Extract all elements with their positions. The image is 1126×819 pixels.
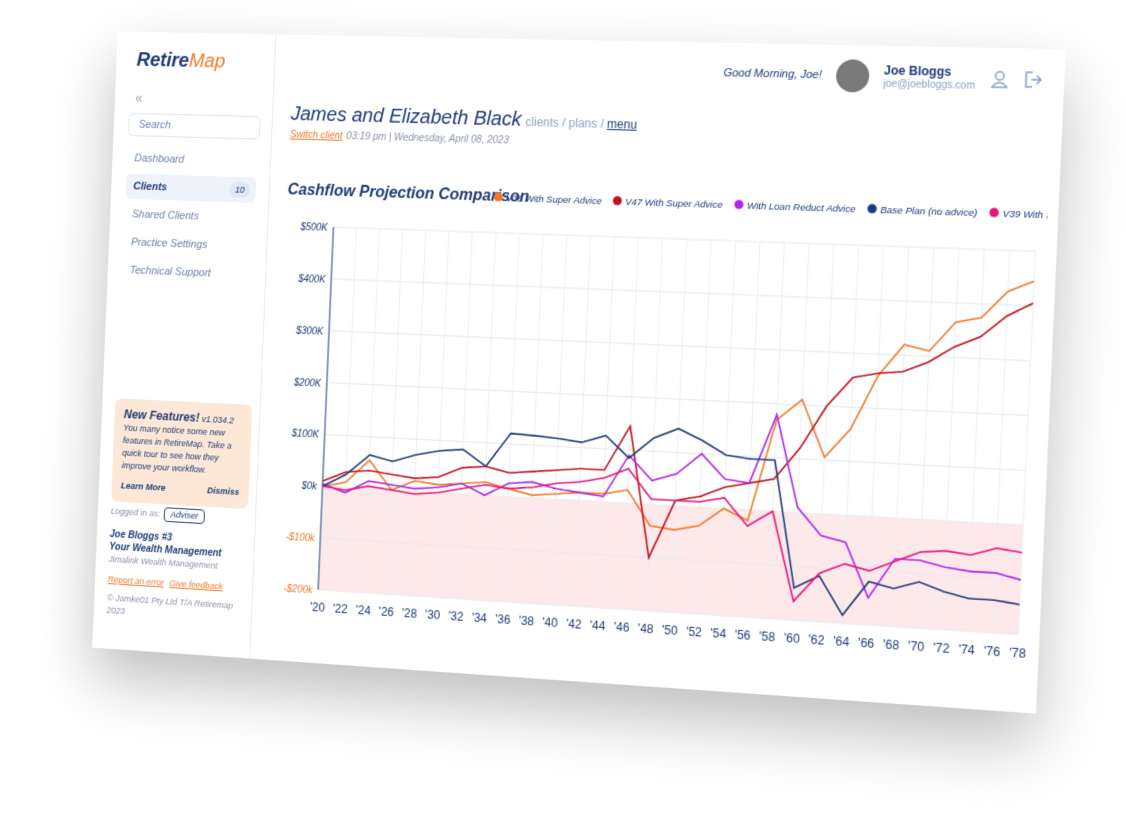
logout-icon[interactable]	[1024, 70, 1044, 89]
greeting: Good Morning, Joe!	[723, 67, 823, 82]
breadcrumb-link[interactable]: menu	[606, 116, 638, 132]
nav-item[interactable]: Shared Clients	[131, 208, 199, 223]
main: James and Elizabeth Black clients / plan…	[283, 103, 1052, 661]
legend-label: V47 With Super Advice	[625, 197, 723, 210]
x-tick-label: '68	[883, 638, 900, 653]
logo[interactable]: RetireMap	[136, 49, 225, 73]
y-tick-label: $400K	[297, 274, 326, 286]
grid-line	[327, 383, 1028, 416]
x-tick-label: '74	[958, 643, 976, 658]
negative-zone	[318, 486, 1024, 635]
report-link[interactable]: Report an error	[107, 574, 165, 588]
nav-item[interactable]: Clients 10	[125, 173, 257, 203]
legend-dot	[867, 203, 877, 214]
chart: Cashflow Projection Comparison V38 With …	[283, 181, 1048, 661]
x-tick-label: '32	[448, 610, 464, 624]
logo-primary: Retire	[136, 49, 190, 72]
timestamp: 03:19 pm | Wednesday, April 08, 2023	[346, 131, 510, 147]
nav-item[interactable]: Technical Support	[129, 264, 212, 280]
x-tick-label: '46	[614, 620, 630, 634]
chart-title: Cashflow Projection Comparison	[287, 181, 529, 206]
copyright: © Jamke01 Pty Ltd T/A Retiremap 2023	[106, 592, 234, 617]
features-card: New Features! v1.034.2 You many notice s…	[111, 398, 253, 510]
y-tick-label: $300K	[295, 325, 324, 337]
breadcrumb-path[interactable]: clients / plans /	[525, 114, 605, 131]
y-tick-label: $200K	[293, 377, 322, 389]
logo-secondary: Map	[188, 50, 226, 73]
x-tick-label: '64	[833, 635, 850, 650]
x-tick-label: '62	[808, 633, 825, 648]
features-version: v1.034.2	[201, 414, 235, 426]
learn-more[interactable]: Learn More	[120, 480, 166, 493]
legend-dot	[989, 207, 1000, 218]
grid-line	[333, 227, 1035, 251]
y-tick-label: $500K	[299, 222, 328, 234]
feedback-link[interactable]: Give feedback	[169, 578, 224, 592]
x-tick-label: '66	[858, 636, 875, 651]
top-bar: Good Morning, Joe! Joe Bloggs joe@joeblog…	[723, 57, 1044, 97]
x-tick-label: '72	[933, 641, 950, 656]
grid-line	[329, 331, 1030, 361]
legend-dot	[734, 199, 744, 210]
x-tick-label: '40	[542, 616, 558, 630]
x-tick-label: '34	[471, 611, 487, 625]
app-window: RetireMap « Search Dashboard Clients 10 S…	[92, 31, 1066, 714]
avatar[interactable]	[835, 59, 870, 93]
x-tick-label: '60	[783, 632, 800, 647]
x-tick-label: '38	[518, 614, 534, 628]
legend-dot	[493, 192, 503, 202]
x-tick-label: '24	[355, 604, 371, 618]
x-grid-line	[550, 234, 567, 606]
y-tick-label: $0k	[300, 481, 318, 493]
collapse-button[interactable]: «	[134, 89, 143, 106]
role-badge[interactable]: Adviser	[163, 507, 206, 525]
x-tick-label: '30	[425, 608, 441, 622]
x-tick-label: '50	[662, 624, 679, 638]
logged-in-label: Logged in as:	[110, 506, 161, 519]
client-name: James and Elizabeth Black	[290, 103, 522, 131]
legend-dot	[612, 195, 623, 206]
y-tick-label: -$200k	[283, 583, 313, 596]
user: Joe Bloggs joe@joebloggs.com	[883, 63, 976, 92]
x-tick-label: '42	[566, 617, 582, 631]
x-tick-label: '48	[638, 622, 654, 636]
nav-label: Clients	[133, 180, 168, 194]
x-tick-label: '76	[983, 645, 1000, 660]
account-info: Logged in as: Adviser Joe Bloggs #3 Your …	[106, 504, 249, 626]
dismiss[interactable]: Dismiss	[206, 485, 240, 497]
x-tick-label: '22	[333, 602, 348, 616]
user-name: Joe Bloggs	[883, 63, 952, 79]
x-tick-label: '36	[495, 613, 511, 627]
y-tick-label: -$100k	[286, 532, 316, 545]
nav-item[interactable]: Practice Settings	[130, 236, 208, 251]
switch-client[interactable]: Switch client	[289, 129, 343, 142]
y-tick-label: $100K	[290, 429, 319, 442]
x-tick-label: '70	[908, 640, 925, 655]
x-tick-label: '58	[759, 630, 775, 645]
legend-label: V39 With Super Advice	[1002, 208, 1048, 222]
x-tick-label: '52	[686, 625, 702, 639]
profile-icon[interactable]	[990, 69, 1010, 88]
x-tick-label: '44	[590, 619, 607, 633]
sidebar: RetireMap « Search Dashboard Clients 10 S…	[92, 31, 277, 659]
x-tick-label: '28	[402, 607, 418, 621]
nav-badge: 10	[229, 181, 251, 198]
nav: Dashboard Clients 10 Shared Clients Pract…	[122, 146, 258, 291]
x-tick-label: '78	[1009, 646, 1026, 661]
x-tick-label: '56	[734, 628, 750, 643]
nav-item[interactable]: Dashboard	[134, 152, 185, 166]
x-tick-label: '54	[710, 627, 727, 642]
legend-label: With Loan Reduct Advice	[747, 200, 856, 214]
breadcrumb: clients / plans / menu	[525, 115, 637, 132]
legend-label: V38 With Super Advice	[506, 193, 602, 206]
x-tick-label: '26	[379, 605, 395, 619]
grid-line	[331, 279, 1033, 306]
features-text: You many notice some new features in Ret…	[121, 422, 232, 475]
search-box[interactable]: Search	[128, 112, 261, 140]
x-tick-label: '20	[310, 601, 326, 615]
user-email: joe@joebloggs.com	[883, 78, 976, 92]
legend-label: Base Plan (no advice)	[880, 205, 977, 219]
